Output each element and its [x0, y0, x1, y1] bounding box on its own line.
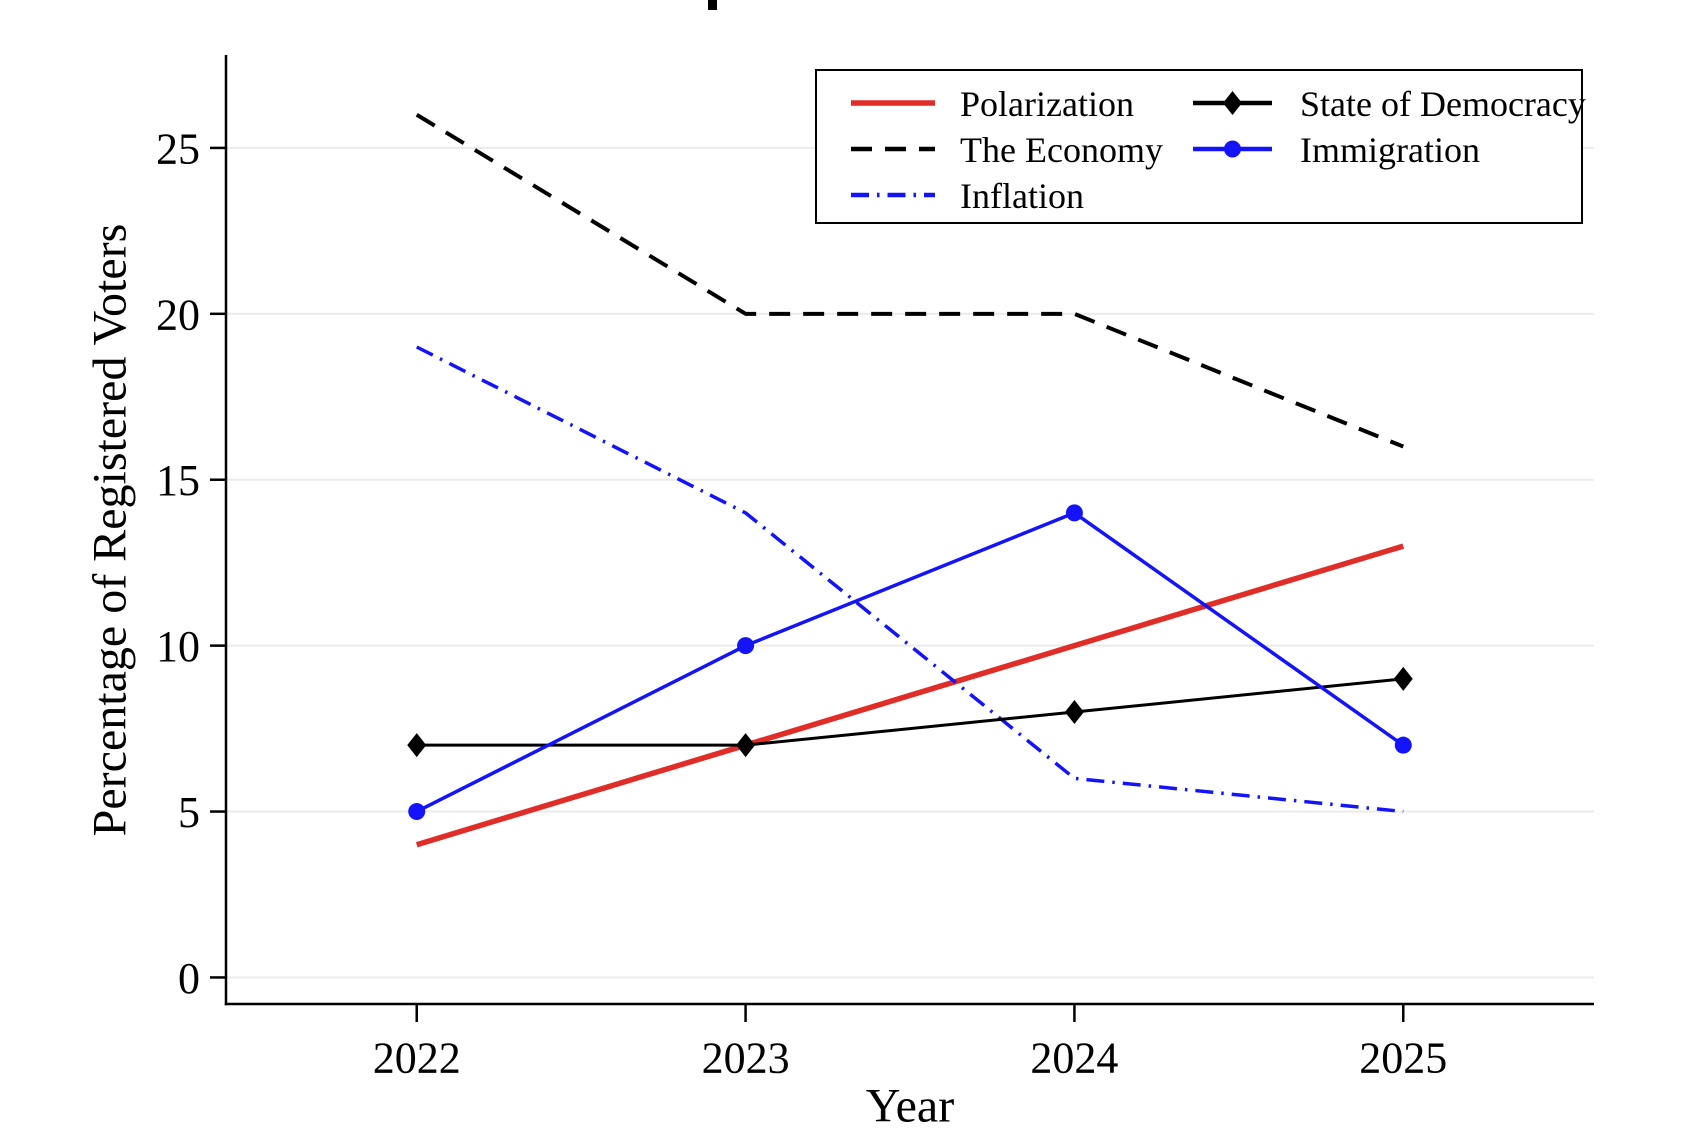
x-tick-label-2024: 2024: [1030, 1034, 1118, 1083]
series-line-polarization: [415, 543, 1405, 848]
x-tick-label-2023: 2023: [702, 1034, 790, 1083]
legend-box: [815, 69, 1583, 224]
y-tick-label-5: 5: [178, 788, 200, 837]
series-line-state-of-democracy: [416, 677, 1404, 747]
legend-label-polarization: Polarization: [960, 84, 1134, 124]
y-tick-label-10: 10: [156, 622, 200, 671]
y-axis-title: Percentage of Registered Voters: [84, 224, 137, 837]
legend-layer: Polarization The Economy Inflation State of…: [815, 69, 1586, 224]
gridline-layer: [226, 146, 1594, 979]
legend-label-state-of-democracy: State of Democracy: [1300, 84, 1586, 124]
data-point-state-of-democracy-2024: [1064, 700, 1084, 724]
data-point-immigration-2023: [737, 637, 755, 655]
data-point-immigration-2025: [1394, 736, 1412, 754]
x-tick-label-2022: 2022: [373, 1034, 461, 1083]
legend-label-the-economy: The Economy: [960, 130, 1163, 170]
data-point-state-of-democracy-2025: [1393, 666, 1413, 691]
legend-marker-state-of-democracy: [1223, 91, 1242, 115]
data-point-immigration-2024: [1065, 504, 1083, 522]
x-axis-title: Year: [866, 1080, 954, 1133]
legend-label-inflation: Inflation: [960, 176, 1084, 216]
data-point-state-of-democracy-2023: [736, 733, 756, 758]
y-tick-label-0: 0: [178, 954, 200, 1003]
data-point-state-of-democracy-2022: [407, 733, 427, 758]
legend-marker-immigration: [1224, 140, 1241, 158]
legend-label-immigration: Immigration: [1300, 130, 1480, 170]
x-tick-label-2025: 2025: [1359, 1034, 1447, 1083]
series-line-the-economy: [415, 113, 1405, 449]
y-tick-label-20: 20: [156, 290, 200, 339]
y-tick-label-15: 15: [156, 456, 200, 505]
cropped-title-fragment: [708, 0, 717, 10]
series-line-inflation: [415, 345, 1404, 814]
series-layer: [407, 113, 1413, 848]
data-point-immigration-2022: [408, 803, 426, 821]
series-line-immigration: [415, 511, 1405, 814]
y-tick-label-25: 25: [156, 124, 200, 173]
